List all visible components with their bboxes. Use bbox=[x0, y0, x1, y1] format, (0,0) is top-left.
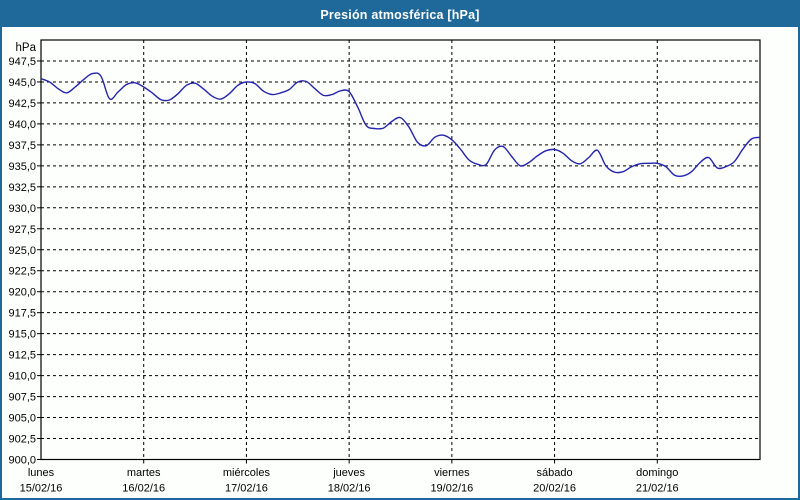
y-tick-label: 917,5 bbox=[8, 308, 36, 320]
y-tick-label: 912,5 bbox=[8, 350, 36, 362]
y-tick-label: 937,5 bbox=[8, 140, 36, 152]
day-date-label: 19/02/16 bbox=[430, 483, 473, 495]
y-tick-label: 922,5 bbox=[8, 266, 36, 278]
day-date-label: 20/02/16 bbox=[533, 483, 576, 495]
day-date-label: 15/02/16 bbox=[20, 483, 63, 495]
y-tick-label: 907,5 bbox=[8, 392, 36, 404]
chart-title: Presión atmosférica [hPa] bbox=[320, 7, 480, 22]
y-tick-label: 947,5 bbox=[8, 56, 36, 68]
day-name-label: martes bbox=[127, 467, 161, 479]
y-axis-unit-label: hPa bbox=[16, 42, 37, 54]
y-tick-label: 930,0 bbox=[8, 203, 36, 215]
day-name-label: lunes bbox=[28, 467, 55, 479]
y-tick-label: 905,0 bbox=[8, 413, 36, 425]
day-name-label: jueves bbox=[332, 467, 365, 479]
pressure-chart: hPa 947,5 945,0 942,5 940,0 937,5 935,0 932,5 9… bbox=[8, 39, 761, 495]
y-tick-label: 920,0 bbox=[8, 287, 36, 299]
day-name-label: miércoles bbox=[223, 467, 271, 479]
y-tick-label: 932,5 bbox=[8, 182, 36, 194]
title-bar: Presión atmosférica [hPa] bbox=[2, 2, 798, 27]
y-tick-label: 910,0 bbox=[8, 371, 36, 383]
y-tick-label: 900,0 bbox=[8, 455, 36, 467]
day-date-label: 17/02/16 bbox=[225, 483, 268, 495]
y-tick-label: 945,0 bbox=[8, 77, 36, 89]
y-tick-label: 935,0 bbox=[8, 161, 36, 173]
day-name-label: domingo bbox=[636, 467, 678, 479]
day-date-label: 16/02/16 bbox=[122, 483, 165, 495]
day-name-label: sábado bbox=[537, 467, 573, 479]
pressure-line bbox=[40, 72, 761, 178]
y-tick-label: 915,0 bbox=[8, 329, 36, 341]
plot-frame bbox=[40, 39, 761, 461]
y-tick-label: 942,5 bbox=[8, 98, 36, 110]
y-tick-label: 925,0 bbox=[8, 245, 36, 257]
y-tick-label: 927,5 bbox=[8, 224, 36, 236]
y-tick-label: 902,5 bbox=[8, 434, 36, 446]
day-name-label: viernes bbox=[434, 467, 470, 479]
day-date-label: 21/02/16 bbox=[636, 483, 679, 495]
y-tick-label: 940,0 bbox=[8, 119, 36, 131]
day-date-label: 18/02/16 bbox=[328, 483, 371, 495]
